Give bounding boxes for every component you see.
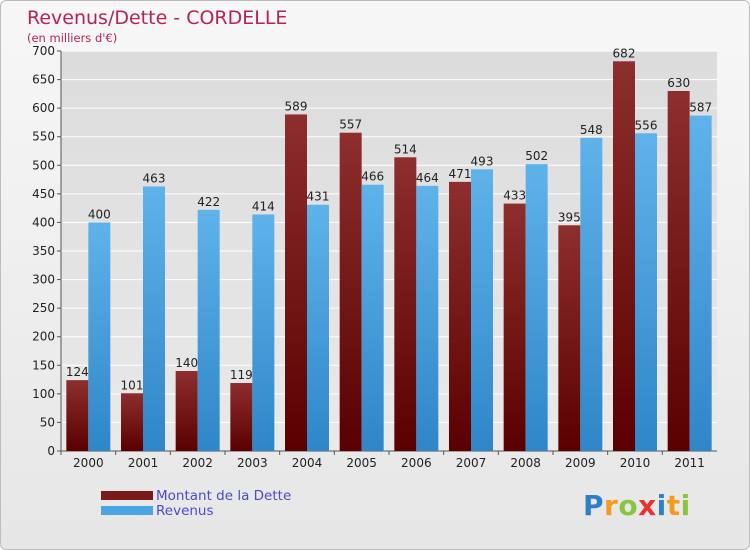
logo-letter: x [638,489,657,522]
chart-title: Revenus/Dette - CORDELLE [27,7,288,29]
y-tick-label: 450 [32,187,55,201]
x-tick-label: 2005 [346,456,377,470]
data-label-revenus: 587 [689,101,712,115]
logo-letter: P [583,489,605,522]
logo-letter: i [656,489,667,522]
data-label-dette: 101 [121,378,144,392]
bar-revenus [580,137,603,451]
bar-revenus [307,204,329,451]
data-label-revenus: 548 [580,123,603,137]
bar-dette [667,91,690,451]
legend-label-revenus: Revenus [156,502,214,519]
data-label-dette: 140 [175,356,198,370]
x-tick-label: 2003 [237,456,268,470]
x-tick-label: 2006 [401,456,432,470]
x-tick-label: 2007 [456,456,487,470]
data-label-revenus: 466 [361,170,384,184]
x-tick-label: 2004 [292,456,323,470]
data-label-dette: 682 [613,46,636,60]
bar-revenus [88,222,111,451]
bar-revenus [416,185,439,451]
x-tick-label: 2008 [510,456,541,470]
legend-label-dette: Montant de la Dette [156,487,292,504]
y-tick-label: 100 [32,387,55,401]
data-label-dette: 119 [230,368,253,382]
chart-subtitle: (en milliers d'€) [27,31,118,45]
bar-revenus [252,214,275,451]
y-tick-label: 50 [40,415,55,429]
data-label-dette: 395 [558,210,581,224]
x-tick-label: 2002 [182,456,213,470]
y-tick-label: 0 [47,444,55,458]
data-label-revenus: 431 [307,190,330,204]
bar-dette [558,225,581,451]
y-tick-label: 600 [32,101,55,115]
data-label-revenus: 400 [88,207,111,221]
bar-dette [503,203,526,451]
legend-swatch-dette [101,491,153,500]
y-tick-label: 650 [32,73,55,87]
bar-revenus [197,209,220,451]
logo-letter: r [604,489,619,522]
bar-revenus [525,164,548,451]
bar-dette [613,61,635,452]
data-label-revenus: 422 [197,195,220,209]
y-tick-label: 550 [32,130,55,144]
data-label-revenus: 463 [143,171,166,185]
data-label-dette: 630 [667,76,690,90]
legend-item-dette: Montant de la Dette [101,487,292,504]
y-tick-label: 150 [32,358,55,372]
data-label-revenus: 556 [635,118,658,132]
data-label-revenus: 493 [471,154,494,168]
data-label-dette: 433 [503,189,526,203]
logo-letter: i [680,489,691,522]
data-label-dette: 471 [449,167,472,181]
bar-dette [339,132,362,451]
y-tick-label: 250 [32,301,55,315]
data-label-dette: 589 [285,99,308,113]
y-tick-label: 700 [32,44,55,58]
bar-revenus [361,184,384,451]
data-label-revenus: 414 [252,199,275,213]
logo-letter: t [666,489,681,522]
bar-revenus [471,169,493,452]
y-tick-label: 300 [32,273,55,287]
bar-dette [285,114,307,451]
bar-dette [175,371,198,451]
y-tick-label: 200 [32,330,55,344]
proxiti-logo: Proxiti [583,489,691,522]
bar-revenus [689,115,712,452]
x-tick-label: 2010 [620,456,651,470]
bar-dette [66,380,89,451]
x-tick-label: 2011 [674,456,705,470]
y-tick-label: 400 [32,215,55,229]
logo-letter: o [618,489,639,522]
chart-legend: Montant de la Dette Revenus [101,487,292,519]
bar-revenus [143,186,165,451]
y-tick-label: 500 [32,158,55,172]
x-tick-label: 2001 [128,456,159,470]
legend-swatch-revenus [101,506,153,515]
data-label-dette: 514 [394,142,417,156]
x-tick-label: 2009 [565,456,596,470]
bar-dette [394,157,417,452]
bar-revenus [635,133,657,452]
bar-dette [230,383,253,451]
legend-item-revenus: Revenus [101,502,291,519]
data-label-dette: 557 [339,118,362,132]
data-label-revenus: 502 [525,149,548,163]
bar-dette [121,393,143,451]
y-tick-label: 350 [32,244,55,258]
data-label-revenus: 464 [416,171,439,185]
data-label-dette: 124 [66,365,89,379]
bar-dette [449,181,471,451]
x-tick-label: 2000 [73,456,104,470]
